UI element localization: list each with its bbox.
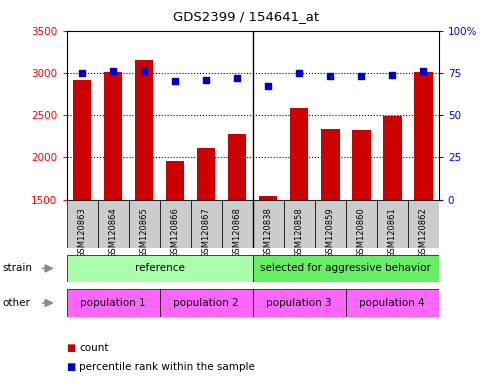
Text: GSM120867: GSM120867 <box>202 207 211 258</box>
Bar <box>352 129 371 326</box>
Text: reference: reference <box>135 263 184 273</box>
Bar <box>252 289 346 317</box>
Bar <box>98 200 129 248</box>
Point <box>264 83 272 89</box>
Bar <box>252 255 439 282</box>
Bar <box>222 200 253 248</box>
Point <box>357 73 365 79</box>
Point <box>420 68 427 74</box>
Point <box>295 70 303 76</box>
Text: strain: strain <box>2 263 33 273</box>
Text: population 3: population 3 <box>266 298 332 308</box>
Text: GSM120866: GSM120866 <box>171 207 179 258</box>
Text: GSM120863: GSM120863 <box>77 207 87 258</box>
Point <box>140 68 148 74</box>
Bar <box>160 200 191 248</box>
Text: GSM120864: GSM120864 <box>108 207 118 258</box>
Point <box>171 78 179 84</box>
Bar <box>321 129 340 326</box>
Text: GSM120861: GSM120861 <box>387 207 397 258</box>
Text: GSM120859: GSM120859 <box>326 207 335 258</box>
Point <box>388 71 396 78</box>
Text: population 2: population 2 <box>174 298 239 308</box>
Text: GDS2399 / 154641_at: GDS2399 / 154641_at <box>174 10 319 23</box>
Point <box>202 77 210 83</box>
Text: GSM120862: GSM120862 <box>419 207 428 258</box>
Text: GSM120860: GSM120860 <box>357 207 366 258</box>
Point <box>78 70 86 76</box>
Bar <box>346 200 377 248</box>
Bar <box>104 72 122 326</box>
Bar <box>67 255 252 282</box>
Point <box>109 68 117 74</box>
Bar <box>135 60 153 326</box>
Point <box>233 75 241 81</box>
Bar <box>67 200 98 248</box>
Bar <box>129 200 160 248</box>
Bar <box>252 200 283 248</box>
Bar <box>166 161 184 326</box>
Bar <box>160 289 252 317</box>
Text: GSM120838: GSM120838 <box>264 207 273 258</box>
Text: percentile rank within the sample: percentile rank within the sample <box>79 362 255 372</box>
Text: other: other <box>2 298 31 308</box>
Text: GSM120868: GSM120868 <box>233 207 242 258</box>
Text: ■: ■ <box>67 362 76 372</box>
Text: count: count <box>79 343 108 353</box>
Bar <box>283 200 315 248</box>
Bar <box>290 108 309 326</box>
Bar <box>377 200 408 248</box>
Bar <box>67 289 160 317</box>
Bar <box>315 200 346 248</box>
Point <box>326 73 334 79</box>
Text: ■: ■ <box>67 343 76 353</box>
Bar <box>228 134 246 326</box>
Bar <box>191 200 222 248</box>
Bar <box>383 116 401 326</box>
Bar <box>73 80 91 326</box>
Bar <box>414 72 432 326</box>
Text: selected for aggressive behavior: selected for aggressive behavior <box>260 263 431 273</box>
Text: GSM120858: GSM120858 <box>295 207 304 258</box>
Text: GSM120865: GSM120865 <box>140 207 148 258</box>
Text: population 4: population 4 <box>359 298 425 308</box>
Text: population 1: population 1 <box>80 298 146 308</box>
Bar <box>346 289 439 317</box>
Bar <box>408 200 439 248</box>
Bar <box>197 148 215 326</box>
Bar <box>259 196 278 326</box>
